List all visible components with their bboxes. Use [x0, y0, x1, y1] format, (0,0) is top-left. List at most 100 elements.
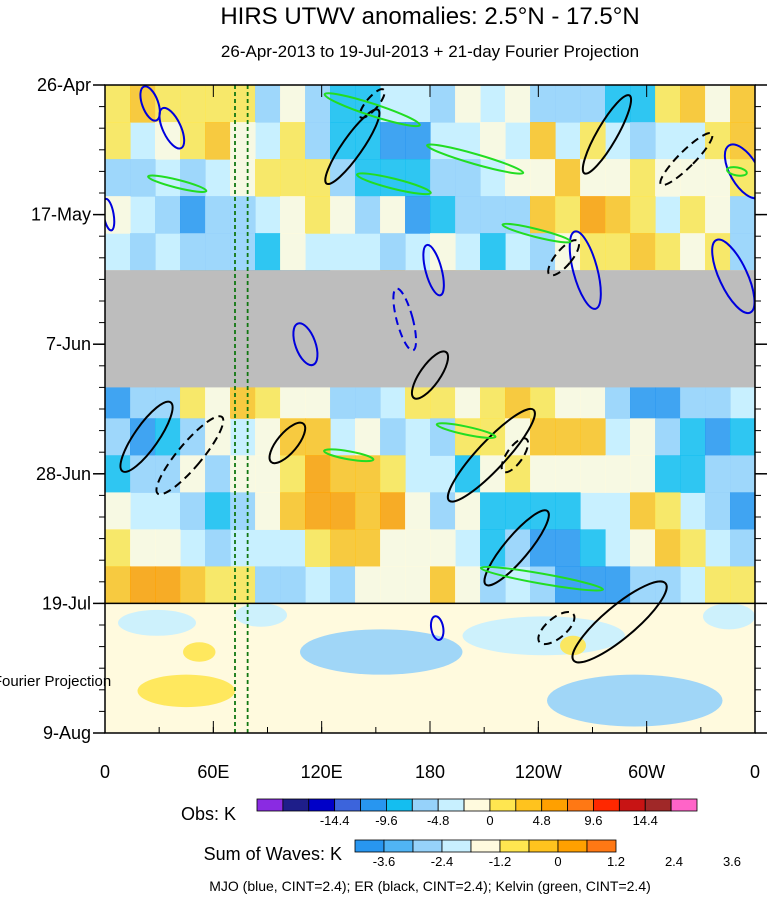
- obs-cell: [180, 418, 206, 456]
- mjo-contour: [292, 322, 319, 367]
- colorbar-tick-label: 3.6: [723, 854, 741, 869]
- colorbar-tick-label: 4.8: [533, 813, 551, 828]
- mjo-contour: [711, 238, 755, 315]
- colorbar-tick-label: -3.6: [373, 854, 395, 869]
- obs-cell: [280, 122, 306, 160]
- mjo-contour: [422, 243, 445, 297]
- er-contour: [324, 108, 381, 186]
- x-tick-label: 180: [415, 762, 445, 782]
- obs-cell: [580, 159, 606, 197]
- obs-cell: [730, 122, 755, 160]
- obs-cell: [330, 529, 356, 567]
- projection-patch: [235, 603, 287, 627]
- obs-cell: [105, 85, 131, 123]
- obs-cell: [330, 122, 356, 160]
- colorbar-swatch: [618, 798, 646, 812]
- er-contour: [483, 509, 550, 587]
- obs-cell: [405, 159, 431, 197]
- obs-cell: [530, 85, 556, 123]
- obs-cell: [380, 122, 406, 160]
- colorbar-tick-label: -9.6: [375, 813, 397, 828]
- obs-cell: [405, 566, 431, 604]
- obs-cell: [255, 233, 281, 271]
- er-contour: [581, 94, 633, 175]
- obs-cell: [380, 233, 406, 271]
- obs-cell: [530, 529, 556, 567]
- obs-cell: [205, 122, 231, 160]
- er-contour: [119, 400, 174, 473]
- obs-cell: [205, 85, 231, 123]
- obs-cell: [630, 159, 656, 197]
- kelvin-contour: [501, 222, 572, 244]
- obs-cell: [505, 85, 531, 123]
- colorbar-swatch: [334, 798, 361, 812]
- obs-cell: [555, 529, 581, 567]
- obs-cell: [380, 492, 406, 530]
- obs-cell: [680, 381, 706, 419]
- obs-cell: [630, 196, 656, 234]
- obs-cell: [105, 492, 131, 530]
- mjo-contour: [105, 197, 116, 232]
- obs-cell: [255, 159, 281, 197]
- obs-cell: [105, 455, 131, 493]
- obs-cell: [105, 529, 131, 567]
- obs-cell: [355, 381, 381, 419]
- obs-cell: [205, 455, 231, 493]
- obs-cell: [580, 381, 606, 419]
- y-tick-label: 17-May: [31, 205, 91, 225]
- obs-cell: [730, 418, 755, 456]
- obs-cell: [230, 85, 256, 123]
- colorbar-tick-label: 14.4: [633, 813, 658, 828]
- obs-cell: [505, 381, 531, 419]
- obs-cell: [205, 381, 231, 419]
- obs-cell: [730, 196, 755, 234]
- colorbar-swatch: [383, 839, 414, 853]
- obs-cell: [630, 418, 656, 456]
- obs-cell: [430, 566, 456, 604]
- obs-cell: [230, 492, 256, 530]
- projection-patch: [300, 629, 463, 675]
- colorbar-tick-label: -14.4: [320, 813, 350, 828]
- mjo-contour: [568, 230, 602, 310]
- obs-cell: [230, 566, 256, 604]
- obs-cell: [280, 566, 306, 604]
- obs-cell: [630, 381, 656, 419]
- colorbar-swatch: [441, 839, 472, 853]
- obs-cell: [705, 122, 731, 160]
- obs-cell: [555, 381, 581, 419]
- obs-cell: [630, 455, 656, 493]
- colorbar-swatch: [360, 798, 387, 812]
- obs-cell: [380, 566, 406, 604]
- colorbar-tick-label: 2.4: [665, 854, 683, 869]
- obs-cell: [430, 196, 456, 234]
- y-tick-label: 28-Jun: [36, 464, 91, 484]
- colorbar-swatch: [557, 839, 588, 853]
- waves-colorbar: Sum of Waves: K -3.6 -2.4 -1.2 0 1.2 2.4 3.6: [204, 839, 741, 869]
- obs-cell: [580, 196, 606, 234]
- obs-cell: [530, 418, 556, 456]
- obs-cell: [405, 381, 431, 419]
- obs-cell: [105, 566, 131, 604]
- obs-cell: [430, 159, 456, 197]
- wave-legend-text: MJO (blue, CINT=2.4); ER (black, CINT=2.…: [209, 878, 651, 894]
- obs-cell: [730, 566, 755, 604]
- projection-patch: [547, 674, 723, 727]
- obs-cell: [205, 492, 231, 530]
- colorbar-swatch: [256, 798, 284, 812]
- projection-patch: [183, 642, 216, 662]
- obs-cell: [330, 455, 356, 493]
- obs-cell: [555, 196, 581, 234]
- obs-cell: [505, 492, 531, 530]
- obs-cell: [655, 492, 681, 530]
- colorbar-swatch: [515, 798, 543, 812]
- obs-cell: [280, 85, 306, 123]
- obs-cell: [480, 233, 506, 271]
- obs-cell: [330, 196, 356, 234]
- colorbar-tick-label: 1.2: [607, 854, 625, 869]
- er-contour: [500, 437, 530, 474]
- obs-cell: [330, 381, 356, 419]
- obs-cell: [355, 529, 381, 567]
- obs-cell: [305, 492, 331, 530]
- obs-cell: [155, 529, 181, 567]
- obs-cell: [430, 492, 456, 530]
